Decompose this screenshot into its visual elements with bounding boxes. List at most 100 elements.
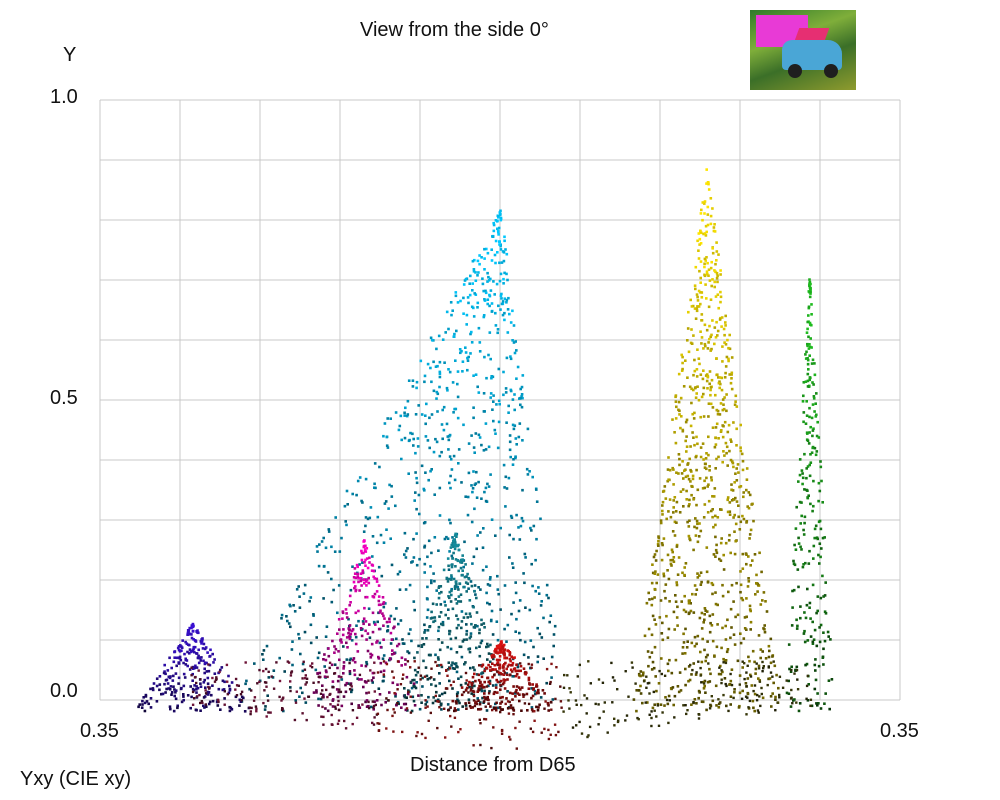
data-point <box>721 435 725 439</box>
data-point <box>723 454 726 457</box>
data-point <box>543 692 546 695</box>
data-point <box>705 452 708 455</box>
data-point <box>295 588 299 591</box>
data-point <box>483 717 486 721</box>
data-point <box>730 371 734 375</box>
data-point <box>402 702 406 706</box>
data-point <box>456 691 460 694</box>
data-point <box>797 480 800 483</box>
data-point <box>503 318 506 322</box>
data-point <box>508 440 512 444</box>
data-point <box>737 706 741 709</box>
data-point <box>774 709 777 712</box>
data-point <box>319 675 322 679</box>
data-point <box>435 589 438 592</box>
data-point <box>199 678 202 681</box>
data-point <box>479 701 482 704</box>
data-point <box>374 703 377 707</box>
data-point <box>418 707 422 711</box>
data-point <box>460 561 464 564</box>
data-point <box>574 699 578 702</box>
data-point <box>504 387 508 390</box>
data-point <box>806 587 809 591</box>
data-point <box>481 671 485 675</box>
data-point <box>728 373 731 376</box>
data-point <box>228 709 232 713</box>
data-point <box>333 663 337 666</box>
data-point <box>314 668 318 672</box>
data-point <box>719 664 722 668</box>
data-point <box>798 702 802 705</box>
data-point <box>331 680 335 683</box>
data-point <box>137 705 140 709</box>
data-point <box>479 684 482 688</box>
data-point <box>455 702 458 705</box>
data-point <box>746 664 749 667</box>
data-point <box>562 710 565 713</box>
data-point <box>498 240 501 243</box>
data-point <box>511 661 515 665</box>
data-point <box>383 422 387 425</box>
data-point <box>457 543 460 547</box>
data-point <box>673 716 676 719</box>
data-point <box>729 458 733 462</box>
data-point <box>370 642 374 646</box>
data-point <box>447 448 450 451</box>
data-point <box>390 484 393 488</box>
data-point <box>358 673 362 677</box>
data-point <box>658 669 661 673</box>
data-point <box>501 695 504 699</box>
data-point <box>733 481 736 484</box>
data-point <box>195 708 198 712</box>
data-point <box>271 676 275 679</box>
data-point <box>227 674 230 678</box>
data-point <box>484 666 488 670</box>
data-point <box>299 652 302 656</box>
data-point <box>518 599 522 602</box>
data-point <box>453 707 457 710</box>
data-point <box>379 661 383 665</box>
data-point <box>166 669 170 672</box>
data-point <box>328 661 332 664</box>
data-point <box>452 551 455 555</box>
data-point <box>695 435 698 439</box>
data-point <box>724 371 727 375</box>
data-point <box>396 660 400 663</box>
data-point <box>301 712 304 715</box>
data-point <box>478 654 482 658</box>
data-point <box>400 457 403 461</box>
data-point <box>719 300 722 304</box>
data-point <box>528 608 532 612</box>
data-point <box>500 700 504 704</box>
data-point <box>677 400 681 404</box>
data-point <box>467 577 471 581</box>
data-point <box>480 623 483 626</box>
data-point <box>360 664 363 667</box>
data-point <box>736 659 740 663</box>
data-point <box>755 699 759 702</box>
data-point <box>440 692 444 696</box>
data-point <box>749 620 753 624</box>
data-point <box>483 689 486 693</box>
data-point <box>500 729 504 733</box>
data-point <box>653 709 656 712</box>
data-point <box>705 270 709 273</box>
data-point <box>205 705 208 708</box>
data-point <box>425 674 429 678</box>
data-point <box>703 648 706 652</box>
data-point <box>534 692 537 696</box>
data-point <box>703 262 706 266</box>
data-point <box>720 316 724 319</box>
data-point <box>545 583 549 587</box>
data-point <box>761 696 765 700</box>
data-point <box>255 707 258 710</box>
data-point <box>709 197 713 200</box>
data-point <box>654 570 657 573</box>
data-point <box>748 608 752 611</box>
data-point <box>706 375 710 378</box>
data-point <box>706 485 709 488</box>
data-point <box>719 269 722 272</box>
data-point <box>749 673 752 677</box>
data-point <box>336 722 340 725</box>
data-point <box>716 516 720 519</box>
